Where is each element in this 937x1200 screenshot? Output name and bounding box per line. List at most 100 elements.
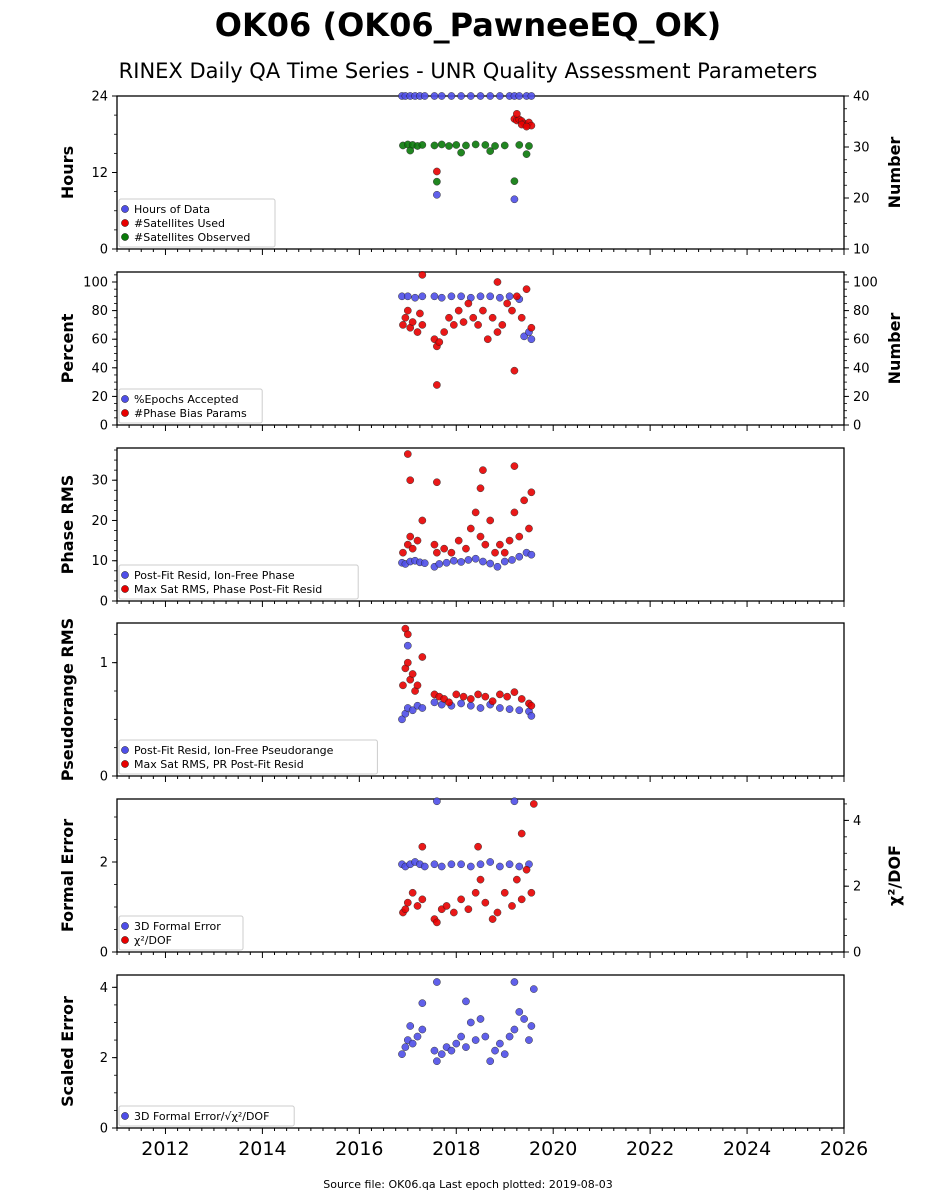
- panel-6-series-1-point: [433, 1057, 441, 1066]
- panel-3-series-1-point: [479, 557, 487, 566]
- panel-6-series-1-point: [471, 1036, 480, 1044]
- panel-1-series-2-point: [522, 122, 531, 131]
- panel-2-series-2-point: [503, 299, 512, 308]
- panel-2-series-2-point: [469, 313, 478, 322]
- panel-5-series-1-point: [420, 862, 429, 871]
- panel-1-series-3-point: [445, 142, 453, 150]
- panel-3-series-1-point: [435, 560, 444, 568]
- panel-6-series-1-point: [500, 1050, 509, 1058]
- panel-3-series-2-point: [481, 540, 490, 549]
- panel-4-series-2-point: [488, 697, 497, 706]
- panel-2-ytick-label: 80: [91, 304, 108, 319]
- panel-5-ylabel: Formal Error: [58, 819, 77, 932]
- panel-2-series-2-point: [433, 381, 441, 389]
- panel-3-series-1-point: [486, 559, 495, 568]
- panel-3-series-2-point: [466, 524, 475, 533]
- panel-2-series-1-point: [447, 292, 456, 301]
- panel-2-legend-label: %Epochs Accepted: [134, 393, 239, 406]
- panel-1-legend-label: Hours of Data: [134, 203, 210, 216]
- panel-1-series-3-point: [452, 141, 461, 149]
- panel-6-series-1-point: [462, 997, 470, 1006]
- panel-6-series-1-point: [462, 1043, 470, 1051]
- panel-5-series-2-point: [403, 898, 412, 907]
- panel-1-y2label: Number: [885, 137, 904, 209]
- panel-1-series-3-point: [522, 150, 531, 158]
- panel-5-series-2-point: [529, 800, 538, 808]
- panel-5-y2label: χ²/DOF: [885, 845, 904, 906]
- panel-2-series-2-point: [440, 328, 448, 336]
- x-tick-label: 2026: [820, 1138, 868, 1160]
- panel-5-series-2-point: [508, 902, 516, 910]
- panel-4-series-2-point: [496, 690, 504, 699]
- panel-5-series-2-point: [449, 908, 458, 917]
- panel-3-series-2-point: [515, 532, 524, 541]
- panel-5-series-2-point: [474, 842, 482, 851]
- panel-4-series-1-point: [515, 706, 524, 715]
- panel-1-legend-label: #Satellites Used: [134, 217, 225, 230]
- panel-3-legend-marker: [121, 571, 129, 579]
- panel-6-series-1-point: [505, 1032, 514, 1041]
- panel-2-y2tick-label: 40: [853, 361, 870, 376]
- panel-4-series-2-point: [403, 630, 412, 639]
- panel-4-series-1-point: [398, 715, 406, 724]
- panel-1-y2tick-label: 40: [853, 90, 870, 105]
- panel-1-series-2-point: [433, 167, 441, 176]
- panel-2-y2tick-label: 80: [853, 304, 870, 319]
- panel-5-y2tick-label: 2: [853, 880, 861, 895]
- panel-2-ylabel: Percent: [58, 313, 77, 383]
- panel-6-series-1-point: [515, 1008, 524, 1016]
- panel-3-ytick-label: 20: [91, 514, 108, 529]
- panel-2-series-1-point: [437, 293, 446, 302]
- panel-6-series-1-point: [520, 1015, 528, 1023]
- panel-1-series-1-point: [437, 92, 446, 100]
- panel-4-legend-label: Max Sat RMS, PR Post-Fit Resid: [134, 758, 304, 771]
- panel-1-series-1-point: [447, 92, 456, 100]
- panel-5-series-2-point: [457, 895, 465, 904]
- panel-6-series-1-point: [510, 1025, 519, 1034]
- panel-6-series-1-point: [430, 1046, 439, 1055]
- panel-1-ytick-label: 24: [91, 90, 108, 105]
- panel-3-series-2-point: [408, 544, 417, 553]
- panel-2-series-1-point: [476, 292, 485, 301]
- panel-5-series-2-point: [513, 875, 521, 884]
- panel-2-series-2-point: [445, 313, 453, 322]
- panel-4-series-1-point: [403, 641, 412, 650]
- panel-3-legend-label: Post-Fit Resid, Ion-Free Phase: [134, 569, 295, 582]
- panel-5-series-2-point: [418, 895, 427, 904]
- panel-1-series-1-point: [457, 92, 465, 100]
- panel-2-series-1-point: [505, 292, 514, 301]
- panel-5-series-1-point: [476, 860, 485, 869]
- panel-6-series-1-point: [527, 1022, 536, 1030]
- panel-6-series-1-point: [447, 1046, 456, 1055]
- panel-3-legend: [118, 564, 359, 600]
- panel-2-series-2-point: [416, 309, 424, 318]
- panel-3-series-1-point: [471, 554, 480, 563]
- panel-2-series-2-point: [508, 306, 516, 315]
- panel-6-series-1-point: [437, 1050, 446, 1058]
- panel-5-series-2-point: [471, 888, 480, 897]
- panel-4-series-2-point: [517, 695, 526, 703]
- panel-5-ytick-label: 0: [100, 946, 108, 961]
- figure-subtitle: RINEX Daily QA Time Series - UNR Quality…: [119, 59, 818, 83]
- panel-1-series-1-point: [496, 92, 504, 100]
- panel-3-series-2-point: [525, 524, 533, 533]
- panel-3-series-2-point: [486, 516, 495, 525]
- panel-6-series-1-point: [418, 1025, 427, 1034]
- panel-5-series-2-point: [517, 895, 526, 904]
- panel-3-series-2-point: [500, 548, 509, 557]
- panel-5-series-2-point: [522, 865, 531, 874]
- panel-5-series-1-point: [430, 860, 439, 869]
- panel-2-series-2-point: [517, 313, 526, 322]
- panel-1-series-3-point: [437, 140, 446, 149]
- panel-1-series-1-point: [466, 92, 475, 100]
- panel-5-series-2-point: [401, 905, 410, 914]
- panel-3-series-2-point: [479, 466, 487, 474]
- panel-6-series-1-point: [510, 978, 519, 986]
- panel-3-series-1-point: [508, 556, 516, 564]
- panel-4-legend: [118, 739, 378, 775]
- panel-1-series-1-point: [486, 92, 495, 100]
- panel-3-series-2-point: [527, 488, 536, 497]
- panel-6-legend-label: 3D Formal Error/√χ²/DOF: [134, 1110, 269, 1123]
